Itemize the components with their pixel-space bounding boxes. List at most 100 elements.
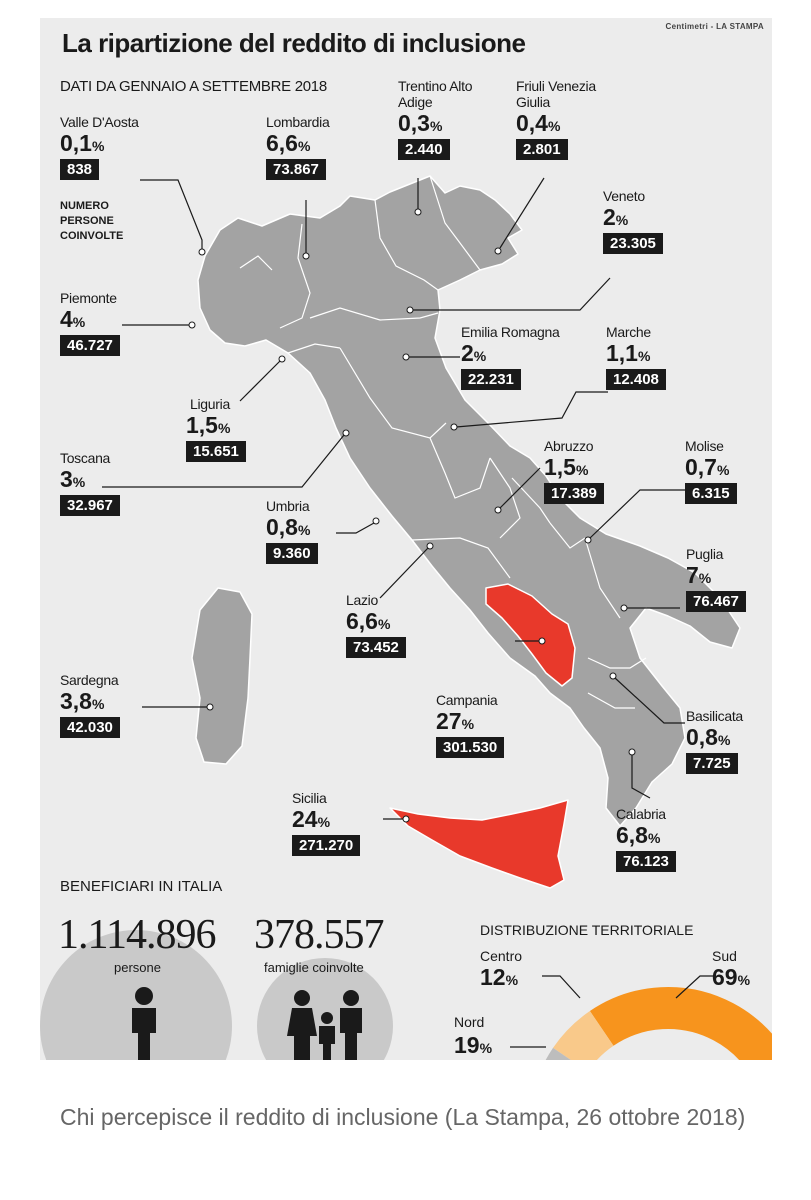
- region-people-box: 15.651: [186, 441, 246, 462]
- region-people-box: 7.725: [686, 753, 738, 774]
- region-people-box: 32.967: [60, 495, 120, 516]
- region-people-box: 73.452: [346, 637, 406, 658]
- leader-lines: [102, 177, 685, 820]
- region-label-piemonte: Piemonte 4% 46.727: [60, 290, 120, 356]
- region-label-basilicata: Basilicata 0,8% 7.725: [686, 708, 743, 774]
- region-percent: 2%: [461, 340, 487, 366]
- infographic-title: La ripartizione del reddito di inclusion…: [62, 28, 526, 58]
- region-label-trentino: Trentino Alto Adige 0,3% 2.440: [398, 78, 478, 160]
- region-label-veneto: Veneto 2% 23.305: [603, 188, 663, 254]
- region-label-lazio: Lazio 6,6% 73.452: [346, 592, 406, 658]
- region-people-box: 838: [60, 159, 100, 180]
- label-centro: Centro: [480, 948, 523, 964]
- region-name: Lombardia: [266, 114, 330, 130]
- campania-shape: [485, 583, 576, 687]
- region-name: Marche: [606, 324, 651, 340]
- region-label-calabria: Calabria 6,8% 76.123: [616, 806, 676, 872]
- image-caption: Chi percepisce il reddito di inclusione …: [60, 1104, 746, 1130]
- region-name: Sardegna: [60, 672, 119, 688]
- region-name: Friuli Venezia Giulia: [516, 78, 596, 110]
- sicilia-shape: [389, 799, 569, 889]
- region-people-box: 76.123: [616, 851, 676, 872]
- region-name: Basilicata: [686, 708, 743, 724]
- source-credit: Centimetri - LA STAMPA: [665, 22, 764, 31]
- region-name: Piemonte: [60, 290, 117, 306]
- infographic-subtitle: DATI DA GENNAIO A SETTEMBRE 2018: [60, 78, 327, 95]
- region-label-sicilia: Sicilia 24% 271.270: [292, 790, 361, 856]
- region-percent: 0,1%: [60, 130, 105, 156]
- region-percent: 1,5%: [186, 412, 231, 438]
- region-people-box: 9.360: [266, 543, 318, 564]
- region-percent: 6,6%: [346, 608, 391, 634]
- persons-note: NUMERO PERSONE COINVOLTE: [60, 200, 124, 242]
- value-nord: 19%: [454, 1032, 493, 1058]
- persone-total: 1.114.896: [58, 912, 216, 958]
- label-sud: Sud: [712, 948, 737, 964]
- region-percent: 1,1%: [606, 340, 651, 366]
- region-name: Abruzzo: [544, 438, 594, 454]
- region-people-box: 73.867: [266, 159, 326, 180]
- people-circles: [40, 930, 393, 1060]
- region-label-toscana: Toscana 3% 32.967: [60, 450, 120, 516]
- region-label-molise: Molise 0,7% 6.315: [685, 438, 737, 504]
- region-name: Umbria: [266, 498, 310, 514]
- donut-leader-centro: [542, 975, 581, 999]
- mainland-shape: [197, 175, 741, 827]
- region-percent: 3,8%: [60, 688, 105, 714]
- region-people-box: 46.727: [60, 335, 120, 356]
- region-label-valle-daosta: Valle D'Aosta 0,1% 838: [60, 114, 139, 180]
- region-label-emilia-romagna: Emilia Romagna 2% 22.231: [461, 324, 560, 390]
- region-percent: 6,6%: [266, 130, 311, 156]
- region-label-lombardia: Lombardia 6,6% 73.867: [266, 114, 330, 180]
- region-label-marche: Marche 1,1% 12.408: [606, 324, 666, 390]
- region-percent: 2%: [603, 204, 629, 230]
- region-name: Calabria: [616, 806, 666, 822]
- infographic: La ripartizione del reddito di inclusion…: [40, 18, 772, 1060]
- region-name: Toscana: [60, 450, 111, 466]
- value-centro: 12%: [480, 964, 519, 990]
- region-name: Lazio: [346, 592, 378, 608]
- region-label-sardegna: Sardegna 3,8% 42.030: [60, 672, 120, 738]
- region-label-campania: Campania 27% 301.530: [436, 692, 505, 758]
- region-label-friuli: Friuli Venezia Giulia 0,4% 2.801: [516, 78, 626, 160]
- region-percent: 0,3%: [398, 110, 443, 136]
- region-people-box: 23.305: [603, 233, 663, 254]
- leader-dots: [188, 208, 636, 823]
- region-percent: 0,4%: [516, 110, 561, 136]
- region-people-box: 271.270: [292, 835, 361, 856]
- donut-slice-sud: [589, 987, 772, 1060]
- region-percent: 7%: [686, 562, 712, 588]
- beneficiari-title: BENEFICIARI IN ITALIA: [60, 878, 223, 895]
- region-percent: 4%: [60, 306, 86, 332]
- region-people-box: 42.030: [60, 717, 120, 738]
- region-label-umbria: Umbria 0,8% 9.360: [266, 498, 318, 564]
- region-percent: 6,8%: [616, 822, 661, 848]
- region-name: Veneto: [603, 188, 645, 204]
- region-percent: 0,7%: [685, 454, 730, 480]
- italy-mainland: [197, 175, 741, 827]
- region-percent: 0,8%: [686, 724, 731, 750]
- distribution-title: DISTRIBUZIONE TERRITORIALE: [480, 922, 694, 938]
- sardegna-shape: [191, 587, 253, 765]
- region-people-box: 2.440: [398, 139, 450, 160]
- region-percent: 3%: [60, 466, 86, 492]
- region-name: Puglia: [686, 546, 724, 562]
- region-borders: [239, 175, 647, 709]
- region-people-box: 12.408: [606, 369, 666, 390]
- famiglie-total: 378.557: [254, 912, 384, 958]
- region-percent: 24%: [292, 806, 331, 832]
- region-label-liguria: Liguria 1,5% 15.651: [186, 396, 246, 462]
- person-body-icon: [132, 1008, 156, 1060]
- region-people-box: 301.530: [436, 737, 505, 758]
- italy-map: [40, 175, 772, 1060]
- famiglie-label: famiglie coinvolte: [264, 960, 364, 975]
- donut-slice-centro: [553, 1011, 615, 1060]
- region-label-puglia: Puglia 7% 76.467: [686, 546, 746, 612]
- donut-chart: [510, 975, 772, 1060]
- region-people-box: 17.389: [544, 483, 604, 504]
- region-people-box: 76.467: [686, 591, 746, 612]
- region-name: Trentino Alto Adige: [398, 78, 473, 110]
- region-name: Valle D'Aosta: [60, 114, 139, 130]
- region-name: Emilia Romagna: [461, 324, 560, 340]
- region-people-box: 6.315: [685, 483, 737, 504]
